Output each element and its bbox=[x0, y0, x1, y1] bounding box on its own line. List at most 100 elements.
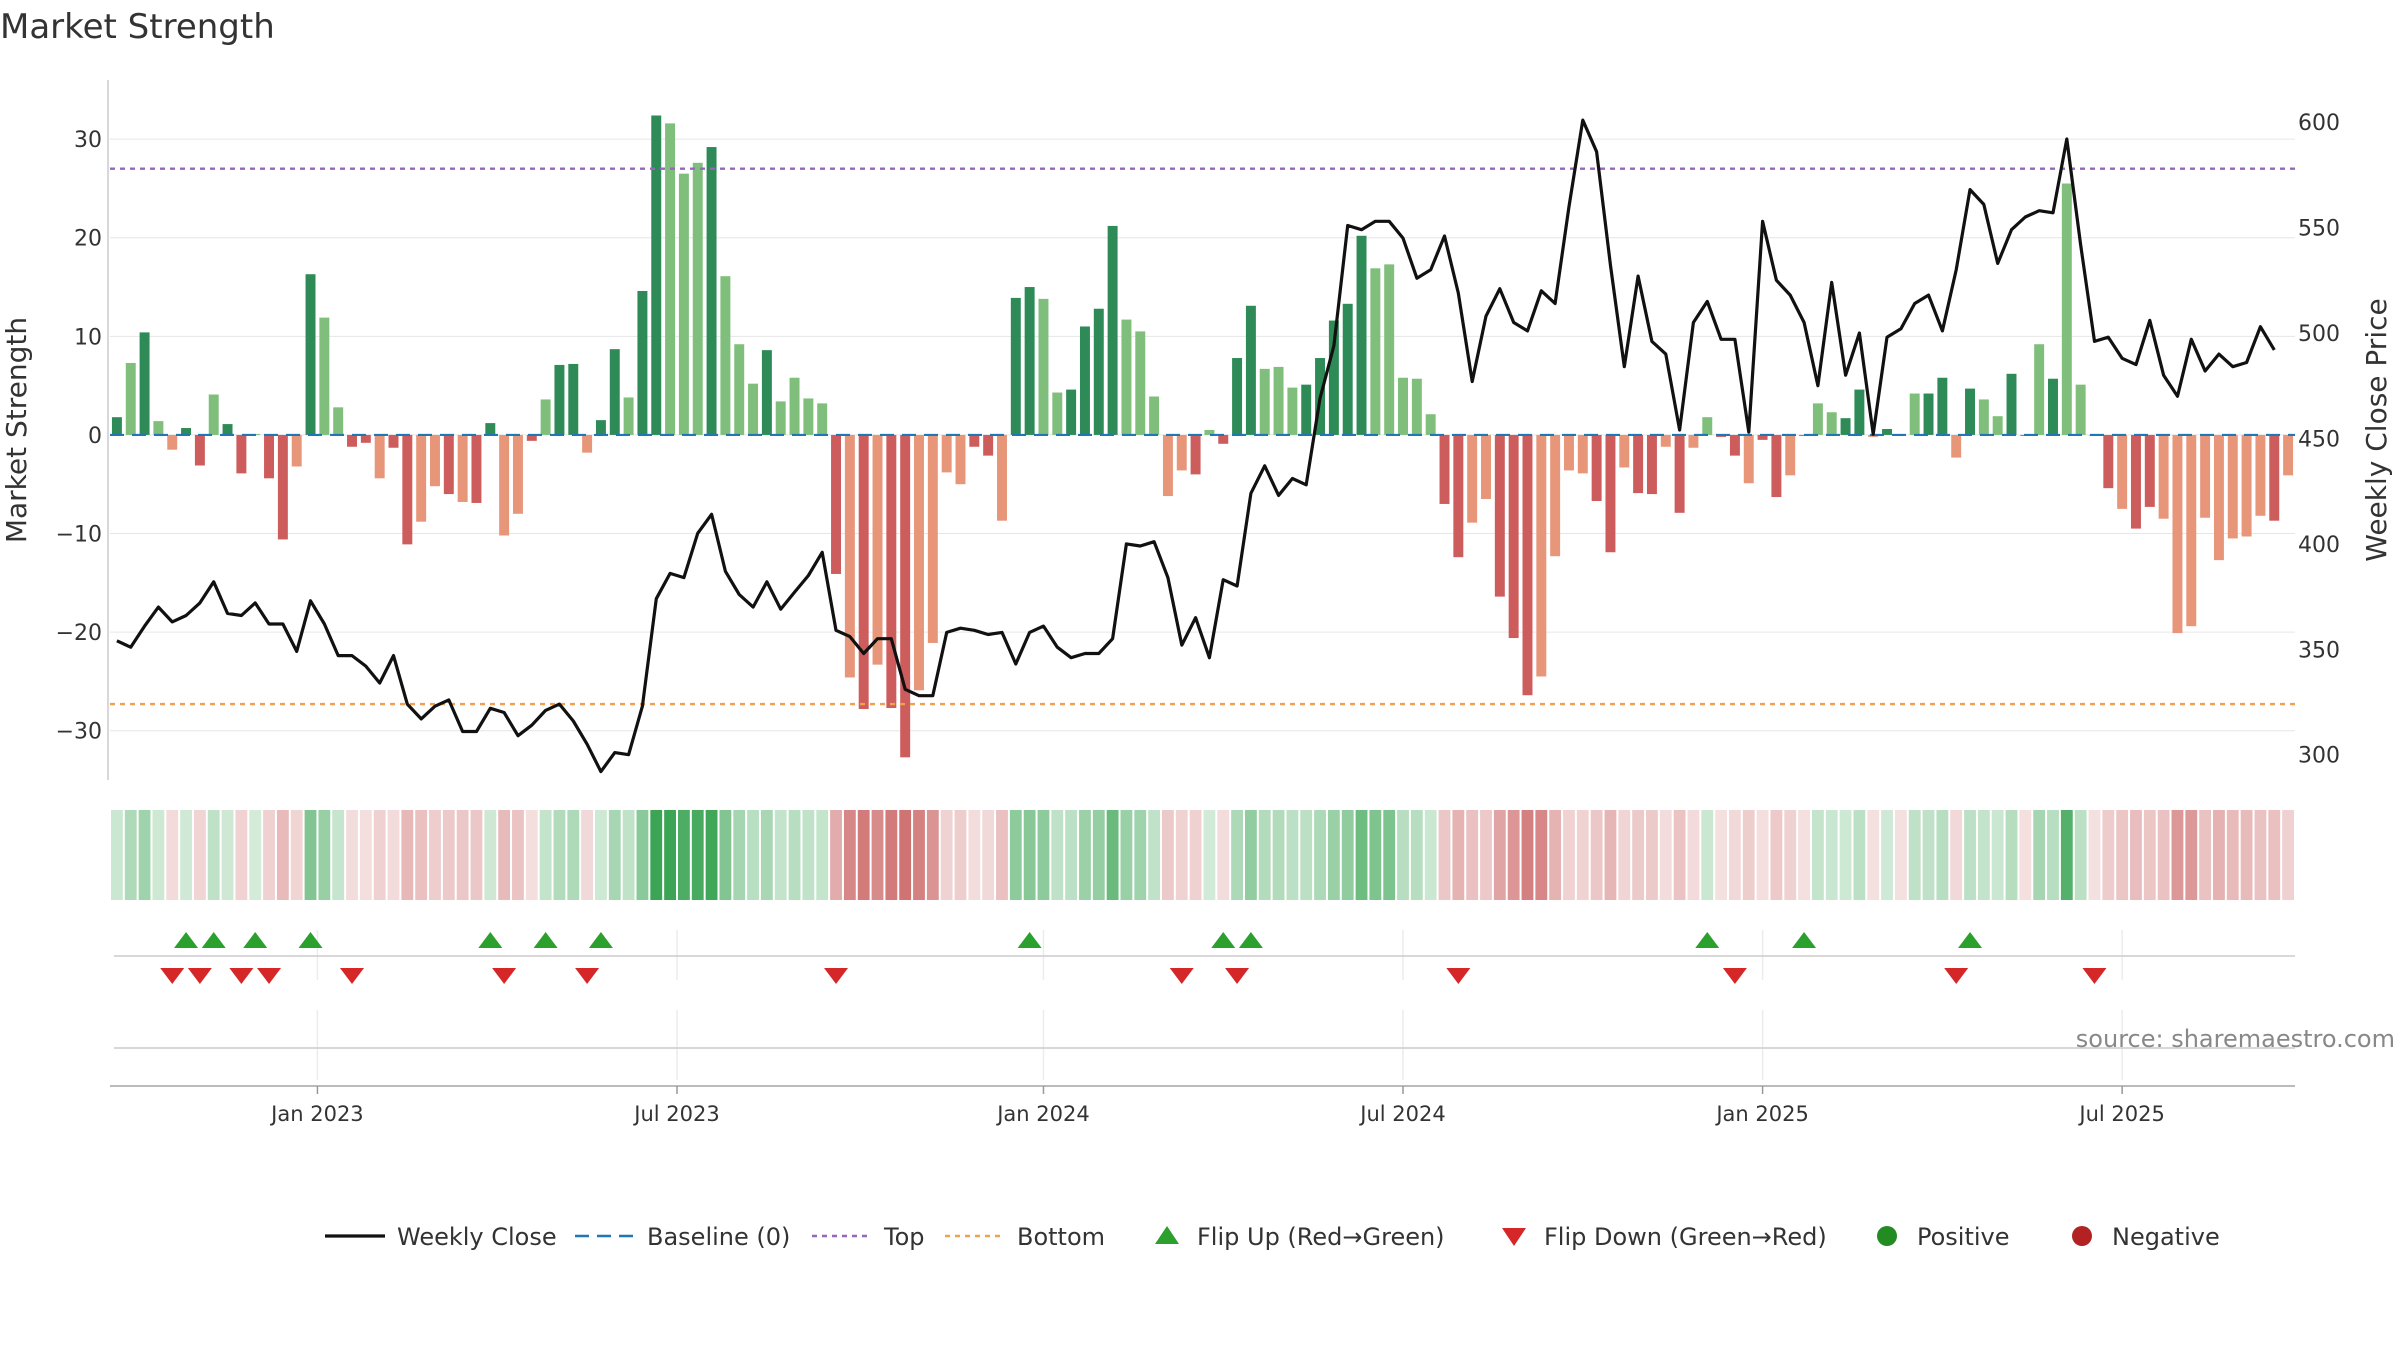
y-tick-label: −30 bbox=[56, 720, 102, 745]
heat-cell bbox=[608, 810, 621, 900]
heat-cell bbox=[1659, 810, 1672, 900]
strength-bar bbox=[153, 421, 164, 435]
axis-ticks: 30 20 10 0 −10 −20 −30 600 550 500 450 400 350 300 bbox=[56, 111, 2340, 769]
strength-bar bbox=[872, 434, 883, 665]
strength-bar bbox=[623, 397, 634, 435]
strength-bar bbox=[1992, 416, 2003, 435]
heat-cell bbox=[1092, 810, 1105, 900]
y-tick-label: −10 bbox=[56, 523, 102, 548]
strength-bar bbox=[319, 317, 330, 435]
heat-cell bbox=[456, 810, 469, 900]
strength-bar bbox=[305, 274, 316, 435]
heat-cell bbox=[1632, 810, 1645, 900]
heat-cell bbox=[1784, 810, 1797, 900]
y2-tick-label: 600 bbox=[2298, 111, 2340, 136]
strength-bar bbox=[2158, 434, 2169, 519]
flip-down-marker bbox=[1944, 968, 1969, 984]
heat-cell bbox=[1272, 810, 1285, 900]
strength-bar bbox=[2130, 434, 2141, 529]
strength-bar bbox=[886, 434, 897, 709]
strength-bar bbox=[1965, 388, 1975, 435]
heat-cell bbox=[442, 810, 455, 900]
strength-bar bbox=[1425, 414, 1436, 435]
heat-cell bbox=[1507, 810, 1520, 900]
strength-bar bbox=[665, 123, 676, 435]
strength-bar bbox=[1328, 320, 1339, 435]
strength-bar bbox=[941, 434, 952, 473]
legend-swatch bbox=[1502, 1228, 1526, 1246]
legend-item: Top bbox=[812, 1223, 925, 1251]
strength-bar bbox=[222, 424, 233, 435]
strength-bar bbox=[1370, 268, 1381, 435]
x-tick-label: Jan 2023 bbox=[269, 1102, 364, 1126]
flip-up-marker bbox=[533, 932, 558, 948]
heat-cell bbox=[954, 810, 967, 900]
heat-cell bbox=[1798, 810, 1810, 900]
y-axis-label: Market Strength bbox=[0, 317, 33, 543]
heat-cell bbox=[1162, 810, 1174, 900]
strength-bar bbox=[1107, 225, 1118, 435]
heat-cell bbox=[830, 810, 842, 900]
heat-cell bbox=[1867, 810, 1880, 900]
y2-tick-label: 300 bbox=[2298, 744, 2340, 769]
heat-cell bbox=[512, 810, 524, 900]
strength-bar bbox=[1812, 403, 1823, 435]
heat-cell bbox=[1811, 810, 1824, 900]
heat-cell bbox=[1922, 810, 1935, 900]
flip-up-marker bbox=[478, 932, 503, 948]
heat-cell bbox=[484, 810, 497, 900]
strength-bar bbox=[1204, 430, 1215, 435]
strength-bar bbox=[291, 434, 302, 467]
heat-cell bbox=[415, 810, 428, 900]
heat-cell bbox=[2254, 810, 2267, 900]
heat-cell bbox=[1549, 810, 1562, 900]
heat-cell bbox=[1383, 810, 1396, 900]
legend-label: Top bbox=[883, 1223, 925, 1251]
strength-bar bbox=[1218, 434, 1229, 444]
heat-cell bbox=[1231, 810, 1243, 900]
strength-bar bbox=[1743, 434, 1754, 484]
flip-down-marker bbox=[229, 968, 254, 984]
heat-cell bbox=[1908, 810, 1921, 900]
strength-bar bbox=[2241, 434, 2252, 537]
strength-bar bbox=[1619, 434, 1630, 468]
heat-cell bbox=[1687, 810, 1700, 900]
heat-cell bbox=[2226, 810, 2239, 900]
strength-bar bbox=[1660, 434, 1671, 447]
heat-cell bbox=[885, 810, 898, 900]
strength-bar bbox=[485, 423, 496, 435]
heat-cell bbox=[1936, 810, 1949, 900]
heat-cell bbox=[2199, 810, 2212, 900]
heat-cell bbox=[332, 810, 345, 900]
heat-cell bbox=[1715, 810, 1728, 900]
strength-bar bbox=[430, 434, 440, 487]
strength-bar bbox=[1522, 434, 1533, 696]
heat-cell bbox=[843, 810, 856, 900]
y2-axis-label: Weekly Close Price bbox=[2360, 298, 2393, 561]
strength-bar bbox=[2227, 434, 2238, 539]
heat-cell bbox=[1369, 810, 1382, 900]
heat-cell bbox=[1618, 810, 1631, 900]
heat-cell bbox=[1964, 810, 1976, 900]
heat-cell bbox=[207, 810, 220, 900]
heat-cell bbox=[968, 810, 981, 900]
heat-cell bbox=[1079, 810, 1091, 900]
flip-up-marker bbox=[1211, 932, 1236, 948]
heat-cell bbox=[1673, 810, 1686, 900]
strength-bar bbox=[844, 434, 855, 678]
heat-cell bbox=[567, 810, 580, 900]
heat-cell bbox=[1189, 810, 1202, 900]
strength-bar bbox=[499, 434, 510, 536]
legend: Weekly Close Baseline (0) Top Bottom Flip Up… bbox=[325, 1223, 2220, 1251]
heat-cell bbox=[802, 810, 815, 900]
x-tick-label: Jul 2025 bbox=[2077, 1102, 2164, 1126]
legend-label: Bottom bbox=[1017, 1223, 1105, 1251]
strength-bar bbox=[2006, 373, 2017, 435]
strength-bar bbox=[1162, 434, 1173, 497]
heat-cell bbox=[1286, 810, 1299, 900]
strength-bars bbox=[111, 115, 2294, 758]
legend-item: Positive bbox=[1877, 1223, 2010, 1251]
heat-cell bbox=[1977, 810, 1990, 900]
reference-lines bbox=[110, 167, 2295, 706]
flip-down-marker bbox=[1722, 968, 1747, 984]
